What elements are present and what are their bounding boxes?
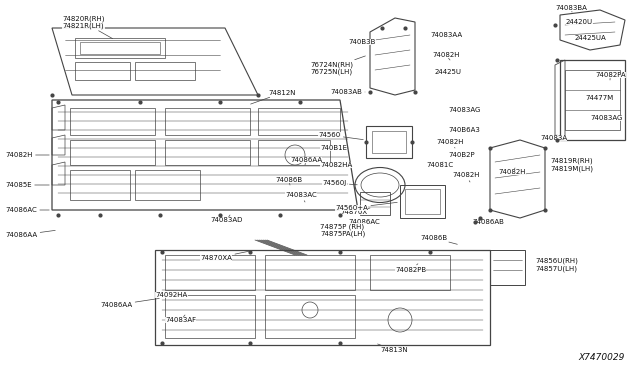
Text: 74082H: 74082H (498, 168, 525, 175)
Text: 74560: 74560 (318, 132, 364, 140)
Text: 74477M: 74477M (585, 95, 613, 101)
Text: 74082H: 74082H (432, 52, 460, 60)
Text: 74082PB: 74082PB (395, 264, 426, 273)
Text: 74870X: 74870X (340, 208, 370, 215)
Text: 74082HA: 74082HA (320, 162, 352, 168)
Text: 74086AC: 74086AC (5, 207, 49, 213)
Text: 74082PA: 74082PA (595, 72, 626, 80)
Text: 74083AB: 74083AB (330, 89, 365, 95)
Text: 74083AG: 74083AG (590, 115, 622, 121)
Text: 74812N: 74812N (251, 90, 296, 104)
Text: 74819R(RH)
74819M(LH): 74819R(RH) 74819M(LH) (550, 158, 593, 172)
Text: 74875P (RH)
74875PA(LH): 74875P (RH) 74875PA(LH) (320, 223, 365, 237)
Text: 76724N(RH)
76725N(LH): 76724N(RH) 76725N(LH) (310, 56, 365, 75)
Text: 74083AA: 74083AA (430, 32, 462, 38)
Text: 74820R(RH)
74821R(LH): 74820R(RH) 74821R(LH) (62, 15, 113, 39)
Text: 74856U(RH)
74857U(LH): 74856U(RH) 74857U(LH) (535, 258, 578, 272)
Text: 74086AB: 74086AB (472, 219, 504, 225)
Text: 74086B: 74086B (420, 235, 458, 244)
Text: 74086AA: 74086AA (100, 298, 159, 308)
Text: 74086AA: 74086AA (290, 157, 322, 165)
Text: 24420U: 24420U (566, 19, 593, 25)
Text: 740B6A3: 740B6A3 (448, 127, 480, 133)
Text: 74813N: 74813N (378, 344, 408, 353)
Text: 24425UA: 24425UA (575, 35, 607, 41)
Text: 74092HA: 74092HA (155, 292, 188, 298)
Text: 74082H: 74082H (436, 139, 463, 148)
Text: 74086AC: 74086AC (348, 219, 380, 225)
Text: 74085E: 74085E (5, 182, 49, 188)
Text: 740B2P: 740B2P (448, 152, 475, 158)
Text: X7470029: X7470029 (579, 353, 625, 362)
Text: 74560J: 74560J (322, 180, 357, 186)
Text: 74086AA: 74086AA (5, 230, 55, 238)
Text: 74870XA: 74870XA (200, 251, 252, 261)
Text: 74083AC: 74083AC (285, 192, 317, 202)
Text: 74560+A: 74560+A (335, 202, 397, 211)
Text: 74083BA: 74083BA (555, 5, 587, 12)
Text: 740B1E: 740B1E (320, 145, 347, 151)
Text: 74086B: 74086B (275, 177, 302, 185)
Text: 74082H: 74082H (452, 172, 479, 182)
Text: 74083AF: 74083AF (165, 315, 196, 323)
Text: 74082H: 74082H (5, 152, 49, 158)
Text: 24425U: 24425U (435, 69, 462, 75)
Text: 74083AD: 74083AD (210, 215, 243, 223)
Text: 74083AG: 74083AG (448, 107, 481, 113)
Text: 74083A: 74083A (540, 135, 567, 141)
Text: 740B3B: 740B3B (348, 39, 376, 45)
Text: 74081C: 74081C (426, 162, 453, 168)
